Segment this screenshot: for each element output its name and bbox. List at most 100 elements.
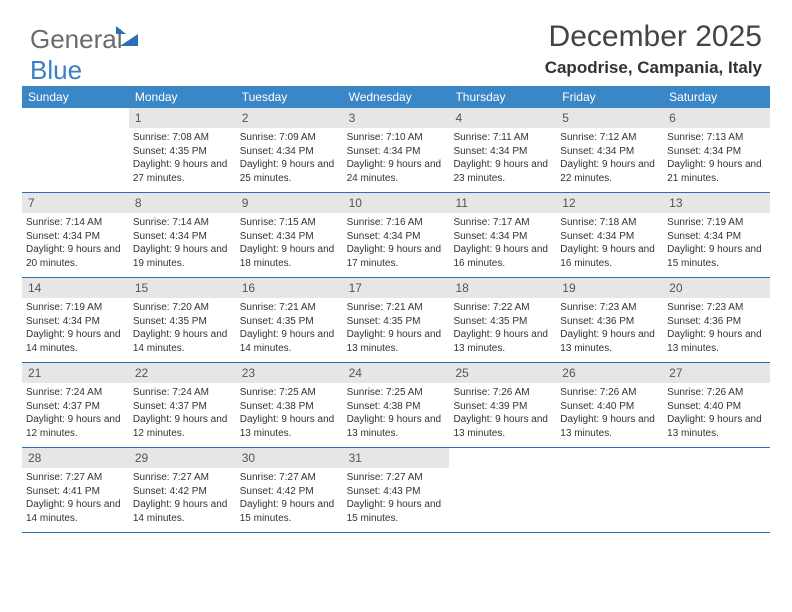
sunset-text: Sunset: 4:43 PM: [347, 485, 446, 499]
weekday-header: Monday: [129, 86, 236, 108]
weekday-header: Wednesday: [343, 86, 450, 108]
location-subtitle: Capodrise, Campania, Italy: [545, 58, 762, 78]
day-number: 16: [236, 278, 343, 298]
sunset-text: Sunset: 4:40 PM: [560, 400, 659, 414]
daylight-text: Daylight: 9 hours and 13 minutes.: [347, 328, 446, 355]
calendar-day-cell: .: [663, 448, 770, 532]
calendar-day-cell: 24Sunrise: 7:25 AMSunset: 4:38 PMDayligh…: [343, 363, 450, 447]
sunrise-text: Sunrise: 7:25 AM: [347, 386, 446, 400]
daylight-text: Daylight: 9 hours and 13 minutes.: [667, 328, 766, 355]
calendar-day-cell: 15Sunrise: 7:20 AMSunset: 4:35 PMDayligh…: [129, 278, 236, 362]
weekday-header: Saturday: [663, 86, 770, 108]
sunset-text: Sunset: 4:34 PM: [347, 145, 446, 159]
calendar-day-cell: 27Sunrise: 7:26 AMSunset: 4:40 PMDayligh…: [663, 363, 770, 447]
weekday-header: Sunday: [22, 86, 129, 108]
sunrise-text: Sunrise: 7:12 AM: [560, 131, 659, 145]
day-number: 12: [556, 193, 663, 213]
day-number: 10: [343, 193, 450, 213]
day-number: 20: [663, 278, 770, 298]
sunrise-text: Sunrise: 7:21 AM: [240, 301, 339, 315]
daylight-text: Daylight: 9 hours and 13 minutes.: [560, 328, 659, 355]
calendar-day-cell: 25Sunrise: 7:26 AMSunset: 4:39 PMDayligh…: [449, 363, 556, 447]
day-number: 30: [236, 448, 343, 468]
daylight-text: Daylight: 9 hours and 23 minutes.: [453, 158, 552, 185]
sunset-text: Sunset: 4:35 PM: [347, 315, 446, 329]
daylight-text: Daylight: 9 hours and 19 minutes.: [133, 243, 232, 270]
sunset-text: Sunset: 4:42 PM: [240, 485, 339, 499]
sunrise-text: Sunrise: 7:24 AM: [133, 386, 232, 400]
daylight-text: Daylight: 9 hours and 16 minutes.: [453, 243, 552, 270]
day-number: 25: [449, 363, 556, 383]
calendar-day-cell: 5Sunrise: 7:12 AMSunset: 4:34 PMDaylight…: [556, 108, 663, 192]
weekday-header: Tuesday: [236, 86, 343, 108]
daylight-text: Daylight: 9 hours and 24 minutes.: [347, 158, 446, 185]
sunset-text: Sunset: 4:40 PM: [667, 400, 766, 414]
sunrise-text: Sunrise: 7:23 AM: [560, 301, 659, 315]
day-number: 22: [129, 363, 236, 383]
day-number: 23: [236, 363, 343, 383]
sunrise-text: Sunrise: 7:26 AM: [560, 386, 659, 400]
sunset-text: Sunset: 4:35 PM: [453, 315, 552, 329]
calendar-day-cell: 8Sunrise: 7:14 AMSunset: 4:34 PMDaylight…: [129, 193, 236, 277]
calendar-day-cell: 28Sunrise: 7:27 AMSunset: 4:41 PMDayligh…: [22, 448, 129, 532]
calendar-day-cell: 23Sunrise: 7:25 AMSunset: 4:38 PMDayligh…: [236, 363, 343, 447]
sunrise-text: Sunrise: 7:10 AM: [347, 131, 446, 145]
calendar-day-cell: 22Sunrise: 7:24 AMSunset: 4:37 PMDayligh…: [129, 363, 236, 447]
sunset-text: Sunset: 4:34 PM: [240, 230, 339, 244]
sunset-text: Sunset: 4:34 PM: [347, 230, 446, 244]
calendar-day-cell: 26Sunrise: 7:26 AMSunset: 4:40 PMDayligh…: [556, 363, 663, 447]
daylight-text: Daylight: 9 hours and 13 minutes.: [667, 413, 766, 440]
daylight-text: Daylight: 9 hours and 12 minutes.: [26, 413, 125, 440]
calendar-day-cell: 19Sunrise: 7:23 AMSunset: 4:36 PMDayligh…: [556, 278, 663, 362]
daylight-text: Daylight: 9 hours and 13 minutes.: [453, 328, 552, 355]
sunrise-text: Sunrise: 7:27 AM: [347, 471, 446, 485]
day-number: 4: [449, 108, 556, 128]
sunrise-text: Sunrise: 7:17 AM: [453, 216, 552, 230]
calendar-day-cell: 9Sunrise: 7:15 AMSunset: 4:34 PMDaylight…: [236, 193, 343, 277]
calendar-day-cell: 30Sunrise: 7:27 AMSunset: 4:42 PMDayligh…: [236, 448, 343, 532]
sunrise-text: Sunrise: 7:09 AM: [240, 131, 339, 145]
logo-text-1: General: [30, 24, 123, 54]
daylight-text: Daylight: 9 hours and 13 minutes.: [347, 413, 446, 440]
logo-text-2: Blue: [30, 55, 82, 85]
sunrise-text: Sunrise: 7:14 AM: [26, 216, 125, 230]
calendar-day-cell: 2Sunrise: 7:09 AMSunset: 4:34 PMDaylight…: [236, 108, 343, 192]
day-number: 8: [129, 193, 236, 213]
sunrise-text: Sunrise: 7:27 AM: [240, 471, 339, 485]
sunrise-text: Sunrise: 7:08 AM: [133, 131, 232, 145]
daylight-text: Daylight: 9 hours and 14 minutes.: [240, 328, 339, 355]
sunset-text: Sunset: 4:35 PM: [133, 145, 232, 159]
sunset-text: Sunset: 4:38 PM: [347, 400, 446, 414]
day-number: 5: [556, 108, 663, 128]
sunset-text: Sunset: 4:34 PM: [453, 145, 552, 159]
day-number: 19: [556, 278, 663, 298]
daylight-text: Daylight: 9 hours and 14 minutes.: [133, 328, 232, 355]
weeks-container: .1Sunrise: 7:08 AMSunset: 4:35 PMDayligh…: [22, 108, 770, 533]
day-number: 13: [663, 193, 770, 213]
calendar-day-cell: 10Sunrise: 7:16 AMSunset: 4:34 PMDayligh…: [343, 193, 450, 277]
calendar-day-cell: .: [22, 108, 129, 192]
day-number: 7: [22, 193, 129, 213]
sunset-text: Sunset: 4:34 PM: [560, 230, 659, 244]
sunset-text: Sunset: 4:38 PM: [240, 400, 339, 414]
calendar-day-cell: 16Sunrise: 7:21 AMSunset: 4:35 PMDayligh…: [236, 278, 343, 362]
sunrise-text: Sunrise: 7:27 AM: [133, 471, 232, 485]
sunrise-text: Sunrise: 7:20 AM: [133, 301, 232, 315]
sunrise-text: Sunrise: 7:14 AM: [133, 216, 232, 230]
calendar-day-cell: 21Sunrise: 7:24 AMSunset: 4:37 PMDayligh…: [22, 363, 129, 447]
daylight-text: Daylight: 9 hours and 21 minutes.: [667, 158, 766, 185]
sunrise-text: Sunrise: 7:15 AM: [240, 216, 339, 230]
sunset-text: Sunset: 4:37 PM: [133, 400, 232, 414]
daylight-text: Daylight: 9 hours and 16 minutes.: [560, 243, 659, 270]
daylight-text: Daylight: 9 hours and 15 minutes.: [347, 498, 446, 525]
calendar-day-cell: 17Sunrise: 7:21 AMSunset: 4:35 PMDayligh…: [343, 278, 450, 362]
sunrise-text: Sunrise: 7:24 AM: [26, 386, 125, 400]
calendar-day-cell: 3Sunrise: 7:10 AMSunset: 4:34 PMDaylight…: [343, 108, 450, 192]
day-number: 15: [129, 278, 236, 298]
daylight-text: Daylight: 9 hours and 14 minutes.: [133, 498, 232, 525]
sunset-text: Sunset: 4:34 PM: [453, 230, 552, 244]
daylight-text: Daylight: 9 hours and 13 minutes.: [560, 413, 659, 440]
sunrise-text: Sunrise: 7:18 AM: [560, 216, 659, 230]
calendar-day-cell: 13Sunrise: 7:19 AMSunset: 4:34 PMDayligh…: [663, 193, 770, 277]
calendar-day-cell: 7Sunrise: 7:14 AMSunset: 4:34 PMDaylight…: [22, 193, 129, 277]
